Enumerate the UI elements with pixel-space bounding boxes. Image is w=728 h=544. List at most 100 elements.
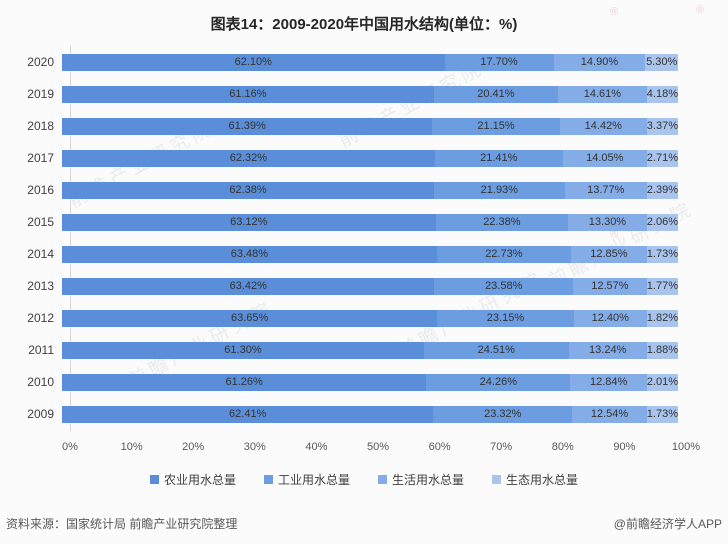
data-label: 62.41% [229, 408, 267, 420]
bar-segment: 22.38% [435, 213, 569, 231]
data-label: 3.37% [646, 120, 678, 132]
bar-segment: 14.90% [553, 53, 646, 71]
bar-segment: 13.77% [564, 181, 647, 199]
y-axis-label: 2018 [27, 119, 54, 133]
data-label: 61.30% [224, 344, 262, 356]
data-label: 14.05% [586, 152, 624, 164]
y-axis-label: 2009 [27, 407, 54, 421]
stacked-bar: 63.48% 22.73% 12.85% 1.73% [62, 245, 678, 263]
chart-row: 2018 61.39% 21.15% 14.42% 3.37% [0, 110, 686, 142]
chart-row: 2009 62.41% 23.32% 12.54% 1.73% [0, 398, 686, 430]
x-axis-tick-label: 10% [120, 441, 143, 453]
stacked-bar: 62.38% 21.93% 13.77% 2.39% [62, 181, 678, 199]
data-label: 22.73% [485, 248, 523, 260]
data-label: 23.15% [486, 312, 525, 324]
data-label: 12.54% [590, 408, 629, 420]
bar-segment: 2.01% [646, 373, 678, 391]
data-label: 22.38% [483, 216, 521, 228]
bar-segment: 63.65% [62, 309, 438, 327]
bar-segment: 3.37% [646, 117, 678, 135]
data-label: 2.39% [646, 184, 678, 196]
data-label: 23.32% [484, 408, 522, 420]
y-axis-label: 2016 [27, 183, 54, 197]
bar-segment: 20.41% [433, 85, 558, 103]
bar-segment: 14.61% [557, 85, 647, 103]
legend-swatch-icon [149, 475, 159, 484]
bar-segment: 61.26% [62, 373, 427, 391]
bar-segment: 21.93% [433, 181, 565, 199]
chart-row: 2014 63.48% 22.73% 12.85% 1.73% [0, 238, 686, 270]
data-label: 63.12% [230, 216, 268, 228]
chart-rows: 2020 62.10% 17.70% 14.90% 5.30% 2019 61.16% 20.… [0, 46, 686, 430]
data-label: 2.06% [646, 216, 678, 228]
bar-segment: 1.73% [646, 245, 678, 263]
chart-row: 2015 63.12% 22.38% 13.30% 2.06% [0, 206, 686, 238]
data-label: 61.39% [228, 120, 266, 132]
bar-segment: 61.39% [62, 117, 433, 135]
bar-segment: 12.54% [572, 405, 647, 423]
x-axis-tick-label: 30% [243, 441, 266, 453]
chart-row: 2010 61.26% 24.26% 12.84% 2.01% [0, 366, 686, 398]
data-label: 14.90% [580, 56, 619, 68]
data-label: 13.77% [587, 184, 625, 196]
x-axis-ticks: 0% 10% 20% 30% 40% 50% 60% 70% 80% 90% 100% [62, 441, 700, 455]
data-label: 21.15% [477, 120, 515, 132]
x-axis-tick-label: 50% [366, 441, 390, 453]
stacked-bar: 62.10% 17.70% 14.90% 5.30% [62, 53, 678, 71]
data-label: 1.73% [646, 408, 678, 420]
data-label: 61.26% [225, 376, 263, 388]
chart-row: 2013 63.42% 23.58% 12.57% 1.77% [0, 270, 686, 302]
x-axis-tick-label: 70% [490, 441, 513, 453]
bar-segment: 63.42% [62, 277, 435, 295]
legend-swatch-icon [263, 475, 273, 484]
chart-row: 2017 62.32% 21.41% 14.05% 2.71% [0, 142, 686, 174]
bar-segment: 1.77% [646, 277, 678, 295]
legend: 农业用水总量 工业用水总量 生活用水总量 生态用水总量 [0, 471, 728, 488]
data-label: 1.82% [646, 312, 678, 324]
data-label: 24.26% [479, 376, 517, 388]
data-label: 14.61% [583, 88, 622, 100]
legend-swatch-icon [492, 475, 502, 484]
data-label: 2.71% [646, 152, 678, 164]
chart-title: 图表14：2009-2020年中国用水结构(单位：%) [210, 16, 518, 33]
y-axis-label: 2017 [27, 151, 54, 165]
bar-segment: 22.73% [436, 245, 571, 263]
stacked-bar: 62.32% 21.41% 14.05% 2.71% [62, 149, 678, 167]
bar-segment: 17.70% [444, 53, 554, 71]
data-label: 21.41% [480, 152, 518, 164]
bar-segment: 62.32% [62, 149, 435, 167]
stacked-bar: 61.26% 24.26% 12.84% 2.01% [62, 373, 678, 391]
bar-segment: 62.41% [62, 405, 434, 423]
data-label: 5.30% [646, 56, 678, 68]
bar-segment: 14.42% [559, 117, 647, 135]
stacked-bar: 63.12% 22.38% 13.30% 2.06% [62, 213, 678, 231]
bar-segment: 23.32% [433, 405, 573, 423]
x-axis-tick-label: 20% [182, 441, 205, 453]
y-axis-label: 2010 [27, 375, 54, 389]
bar-segment: 21.41% [434, 149, 563, 167]
chart-row: 2020 62.10% 17.70% 14.90% 5.30% [0, 46, 686, 78]
x-axis-tick-label: 100% [671, 441, 701, 453]
bar-segment: 62.10% [62, 53, 445, 71]
legend-label: 工业用水总量 [277, 473, 350, 487]
credit-note: @前瞻经济学人APP [613, 517, 722, 531]
legend-label: 生态用水总量 [506, 473, 579, 487]
bar-segment: 1.73% [646, 405, 678, 423]
x-axis-tick-label: 40% [305, 441, 328, 453]
legend-label: 农业用水总量 [163, 473, 236, 487]
bar-segment: 21.15% [432, 117, 560, 135]
y-axis-label: 2015 [27, 215, 54, 229]
data-label: 63.42% [229, 280, 267, 292]
chart-row: 2019 61.16% 20.41% 14.61% 4.18% [0, 78, 686, 110]
data-label: 4.18% [646, 88, 678, 100]
y-axis-label: 2014 [27, 247, 54, 261]
stacked-bar: 61.30% 24.51% 13.24% 1.88% [62, 341, 678, 359]
data-label: 63.48% [230, 248, 269, 260]
data-label: 12.57% [591, 280, 629, 292]
x-axis-tick-label: 80% [551, 441, 574, 453]
data-label: 62.32% [229, 152, 268, 164]
data-label: 21.93% [480, 184, 518, 196]
data-label: 63.65% [230, 312, 269, 324]
data-label: 20.41% [477, 88, 515, 100]
